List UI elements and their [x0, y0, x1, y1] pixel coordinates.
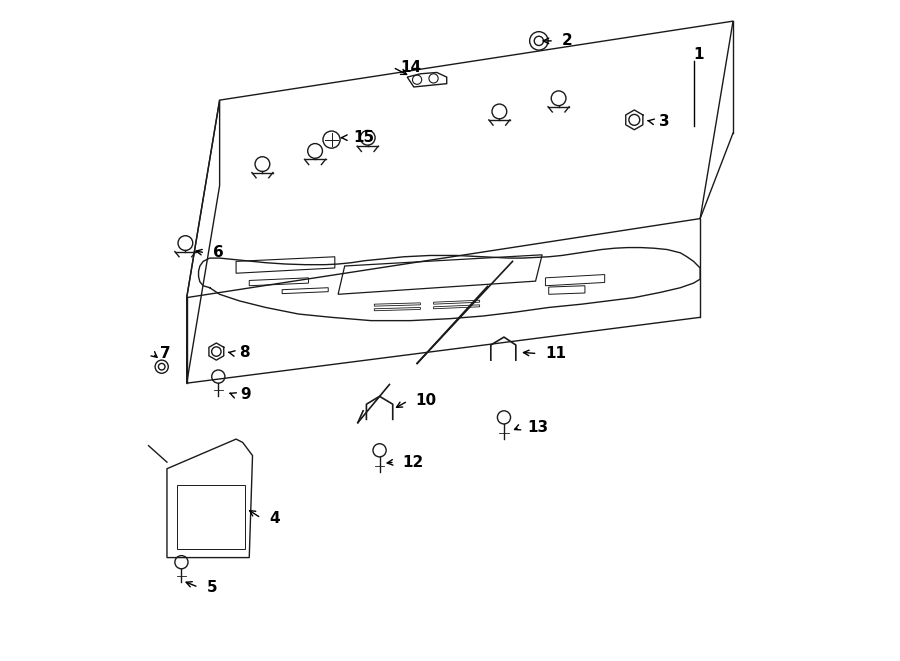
Text: 14: 14 — [400, 59, 422, 75]
Text: 11: 11 — [545, 346, 566, 361]
Text: 10: 10 — [416, 393, 436, 408]
Text: 8: 8 — [239, 346, 250, 360]
Text: 15: 15 — [353, 130, 374, 145]
Text: 1: 1 — [694, 46, 704, 61]
Text: 5: 5 — [206, 580, 217, 595]
Text: 13: 13 — [527, 420, 549, 435]
Text: 9: 9 — [240, 387, 251, 402]
Text: 3: 3 — [659, 114, 670, 129]
Text: 6: 6 — [213, 245, 224, 260]
Text: 4: 4 — [269, 510, 280, 525]
Text: 12: 12 — [402, 455, 424, 470]
Text: 2: 2 — [562, 34, 572, 48]
Text: 7: 7 — [160, 346, 171, 361]
